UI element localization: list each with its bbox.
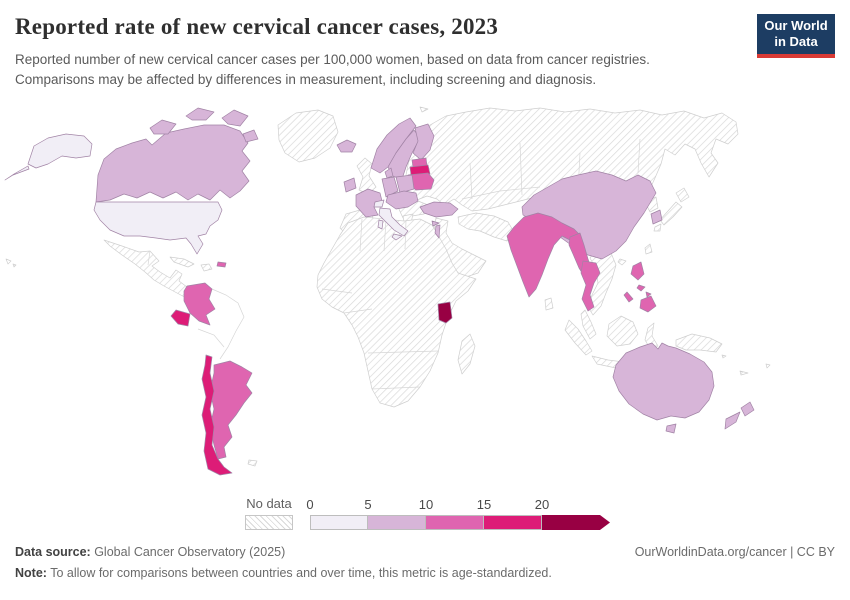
legend-band-4[interactable] bbox=[542, 515, 610, 530]
legend-scale: 0 5 10 15 20 bbox=[306, 497, 610, 530]
country-israel[interactable] bbox=[434, 224, 441, 239]
chart-footer: Data source: Global Cancer Observatory (… bbox=[15, 545, 835, 587]
world-choropleth-map bbox=[0, 103, 850, 485]
country-turkey[interactable] bbox=[419, 201, 459, 218]
region-falklands-no-data[interactable] bbox=[247, 459, 258, 467]
region-iran-pakistan-no-data[interactable] bbox=[457, 212, 515, 242]
country-denmark[interactable] bbox=[384, 167, 394, 179]
country-south-korea[interactable] bbox=[650, 209, 663, 225]
region-taiwan-no-data[interactable] bbox=[644, 243, 653, 255]
country-canada-arctic-islands[interactable] bbox=[149, 107, 259, 143]
legend-band-0[interactable] bbox=[310, 515, 368, 530]
country-italy[interactable] bbox=[377, 207, 409, 241]
country-argentina[interactable] bbox=[209, 360, 253, 460]
region-fiji-no-data[interactable] bbox=[765, 363, 771, 369]
region-new-guinea-no-data[interactable] bbox=[675, 333, 723, 353]
region-svalbard-no-data[interactable] bbox=[419, 106, 429, 113]
subtitle-line-2: Comparisons may be affected by differenc… bbox=[15, 71, 597, 87]
legend-no-data[interactable]: No data bbox=[245, 496, 293, 530]
country-colombia[interactable] bbox=[183, 282, 216, 326]
no-data-swatch[interactable] bbox=[245, 515, 293, 530]
region-japan-no-data[interactable] bbox=[653, 187, 690, 232]
legend-band-1[interactable] bbox=[368, 515, 426, 530]
country-usa[interactable] bbox=[93, 201, 223, 255]
country-australia[interactable] bbox=[612, 342, 715, 421]
region-hawaii-no-data[interactable] bbox=[5, 258, 17, 268]
data-source-value: Global Cancer Observatory (2025) bbox=[90, 545, 286, 559]
note-line: Note: To allow for comparisons between c… bbox=[15, 566, 552, 580]
region-solomon-no-data[interactable] bbox=[721, 354, 727, 359]
country-norway[interactable] bbox=[370, 117, 417, 174]
country-iceland[interactable] bbox=[336, 139, 357, 153]
region-central-europe[interactable] bbox=[385, 190, 419, 210]
data-source-label: Data source: bbox=[15, 545, 91, 559]
attribution-link[interactable]: OurWorldinData.org/cancer | CC BY bbox=[634, 545, 835, 559]
region-greenland-no-data[interactable] bbox=[277, 109, 339, 163]
legend-ticks: 0 5 10 15 20 bbox=[306, 497, 610, 513]
legend-tick-20: 20 bbox=[534, 497, 550, 512]
region-sri-lanka-no-data[interactable] bbox=[544, 297, 554, 311]
region-madagascar-no-data[interactable] bbox=[457, 333, 476, 375]
region-hainan-no-data[interactable] bbox=[617, 258, 627, 266]
note-label: Note: bbox=[15, 566, 47, 580]
chart-header: Reported rate of new cervical cancer cas… bbox=[15, 14, 835, 89]
note-value: To allow for comparisons between countri… bbox=[46, 566, 552, 580]
legend-band-2[interactable] bbox=[426, 515, 484, 530]
legend-band-3[interactable] bbox=[484, 515, 542, 530]
legend-tick-15: 15 bbox=[476, 497, 492, 512]
country-philippines[interactable] bbox=[623, 261, 657, 313]
legend-tick-5: 5 bbox=[364, 497, 372, 512]
header-text-block: Reported rate of new cervical cancer cas… bbox=[15, 14, 650, 89]
footer-left: Data source: Global Cancer Observatory (… bbox=[15, 545, 552, 587]
region-new-caledonia-no-data[interactable] bbox=[739, 370, 749, 376]
owid-logo-accent-bar bbox=[757, 54, 835, 58]
country-india[interactable] bbox=[506, 212, 581, 298]
country-australia-tasmania[interactable] bbox=[665, 423, 677, 434]
region-cuba-no-data[interactable] bbox=[169, 256, 195, 268]
country-germany[interactable] bbox=[381, 176, 399, 198]
region-sumatra-no-data[interactable] bbox=[564, 319, 593, 356]
country-finland[interactable] bbox=[412, 123, 435, 161]
country-thailand[interactable] bbox=[580, 260, 601, 312]
no-data-label: No data bbox=[246, 496, 292, 511]
subtitle-line-1: Reported number of new cervical cancer c… bbox=[15, 52, 650, 67]
legend-tick-10: 10 bbox=[418, 497, 434, 512]
country-uganda[interactable] bbox=[437, 301, 453, 324]
data-source-line: Data source: Global Cancer Observatory (… bbox=[15, 545, 552, 559]
country-cyprus[interactable] bbox=[431, 220, 440, 227]
region-malay-peninsula-no-data[interactable] bbox=[580, 309, 597, 340]
region-hispaniola-no-data[interactable] bbox=[200, 263, 213, 272]
country-ecuador[interactable] bbox=[170, 309, 191, 327]
country-ireland[interactable] bbox=[343, 177, 357, 193]
country-canada[interactable] bbox=[95, 124, 251, 203]
logo-line-1: Our World bbox=[764, 17, 828, 33]
country-puerto-rico[interactable] bbox=[216, 261, 227, 268]
owid-logo: Our World in Data bbox=[757, 14, 835, 58]
country-chile[interactable] bbox=[201, 354, 233, 476]
chart-subtitle: Reported number of new cervical cancer c… bbox=[15, 50, 650, 89]
legend-tick-0: 0 bbox=[306, 497, 314, 512]
country-new-zealand[interactable] bbox=[724, 401, 755, 430]
region-borneo-no-data[interactable] bbox=[606, 315, 639, 347]
region-russia-eurasia-no-data[interactable] bbox=[401, 107, 739, 212]
map-legend: No data 0 5 10 15 20 bbox=[245, 496, 610, 530]
country-latvia[interactable] bbox=[409, 164, 431, 176]
region-sulawesi-no-data[interactable] bbox=[644, 322, 659, 351]
country-poland[interactable] bbox=[395, 174, 415, 194]
country-switzerland[interactable] bbox=[373, 199, 385, 208]
legend-color-bar[interactable] bbox=[310, 515, 610, 530]
logo-line-2: in Data bbox=[774, 34, 818, 49]
country-usa-alaska[interactable] bbox=[4, 133, 93, 181]
page-title: Reported rate of new cervical cancer cas… bbox=[15, 14, 499, 39]
owid-logo-box: Our World in Data bbox=[757, 14, 835, 54]
